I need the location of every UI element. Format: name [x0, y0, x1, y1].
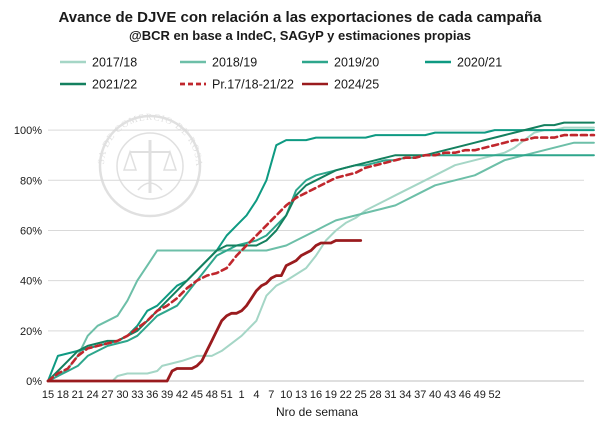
legend-label: 2020/21: [457, 56, 502, 70]
axes: 0%20%40%60%80%100%15 18 21 24 27 30 33 36 39 42 45…: [14, 125, 584, 401]
x-tick-label: 19: [325, 389, 337, 401]
x-tick-label: 21: [72, 389, 84, 401]
y-tick-label: 40%: [20, 276, 42, 288]
chart-title: Avance de DJVE con relación a las export…: [59, 9, 543, 26]
x-tick-label: 25: [355, 389, 367, 401]
legend-label: 2017/18: [92, 56, 137, 70]
y-tick-label: 60%: [20, 225, 42, 237]
x-tick-label: 49: [474, 389, 486, 401]
x-axis-label: Nro de semana: [276, 405, 358, 419]
x-tick-label: 1: [238, 389, 244, 401]
x-tick-label: 39: [161, 389, 173, 401]
x-tick-label: 34: [399, 389, 411, 401]
series-line-2017-18: [47, 126, 595, 382]
legend-label: 2019/20: [334, 56, 379, 70]
x-tick-label: 7: [268, 389, 274, 401]
legend-label: 2021/22: [92, 78, 137, 92]
x-tick-label: 15: [42, 389, 54, 401]
series-layer: [46, 121, 596, 383]
x-tick-label: 31: [384, 389, 396, 401]
x-tick-label: 28: [369, 389, 381, 401]
x-tick-label: 10: [280, 389, 292, 401]
x-tick-label: 37: [414, 389, 426, 401]
x-tick-label: 51: [221, 389, 233, 401]
x-tick-label: 48: [206, 389, 218, 401]
x-tick-label: 30: [116, 389, 128, 401]
y-tick-label: 80%: [20, 175, 42, 187]
y-tick-label: 100%: [14, 125, 42, 137]
x-tick-label: 46: [459, 389, 471, 401]
legend-label: 2018/19: [212, 56, 257, 70]
x-tick-label: 16: [310, 389, 322, 401]
x-tick-label: 24: [87, 389, 99, 401]
x-tick-label: 36: [146, 389, 158, 401]
x-tick-label: 18: [57, 389, 69, 401]
x-tick-label: 52: [489, 389, 501, 401]
x-tick-label: 45: [191, 389, 203, 401]
series-line-2024-25: [46, 239, 363, 383]
series-line-2021-22: [47, 121, 595, 382]
x-tick-label: 4: [253, 389, 259, 401]
x-tick-label: 42: [176, 389, 188, 401]
legend: 2017/18 2018/19 2019/20 2020/21 2021/22 Pr.17…: [60, 56, 502, 92]
x-tick-label: 13: [295, 389, 307, 401]
x-tick-label: 22: [340, 389, 352, 401]
x-tick-label: 27: [101, 389, 113, 401]
series-line-2019-20: [47, 154, 595, 382]
x-tick-label: 33: [131, 389, 143, 401]
x-tick-label: 40: [429, 389, 441, 401]
legend-label: Pr.17/18-21/22: [212, 78, 294, 92]
y-tick-label: 20%: [20, 326, 42, 338]
legend-label: 2024/25: [334, 78, 379, 92]
x-tick-label: 43: [444, 389, 456, 401]
chart-subtitle: @BCR en base a IndeC, SAGyP y estimacion…: [129, 28, 471, 43]
series-line-2020-21: [47, 129, 595, 382]
series-line-pr-17-18-21-22: [46, 133, 596, 383]
series-line-2018-19: [47, 141, 595, 382]
y-tick-label: 0%: [26, 376, 42, 388]
